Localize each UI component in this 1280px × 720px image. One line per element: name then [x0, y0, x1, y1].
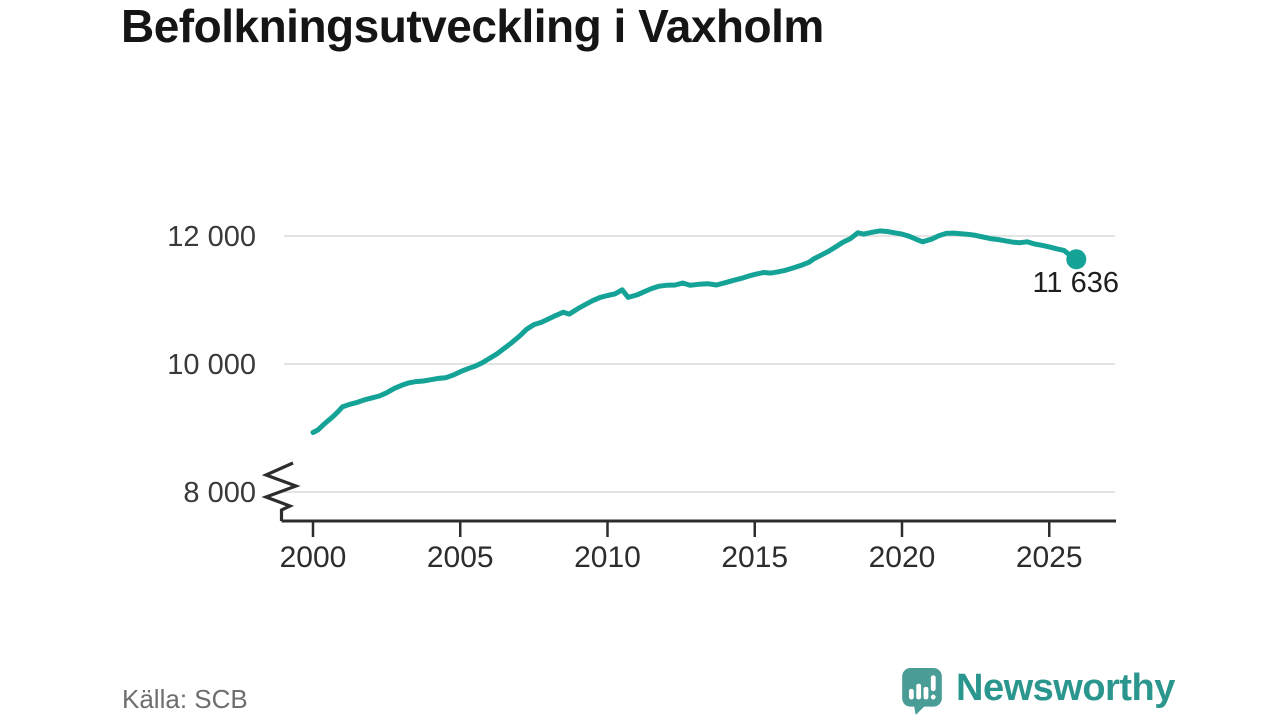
x-tick-label: 2010	[574, 541, 641, 574]
x-tick-label: 2005	[427, 541, 494, 574]
x-tick-label: 2015	[721, 541, 788, 574]
chart-title: Befolkningsutveckling i Vaxholm	[121, 0, 824, 52]
x-tick-label: 2025	[1016, 541, 1083, 574]
y-axis-break-icon	[261, 461, 301, 521]
x-tick-label: 2000	[280, 541, 347, 574]
newsworthy-bar-chart-bubble-icon	[902, 668, 942, 715]
source-label: Källa: SCB	[122, 684, 248, 714]
latest-point-dot	[1066, 249, 1087, 270]
newsworthy-logo: Newsworthy	[901, 667, 1175, 717]
y-tick-label: 10 000	[167, 349, 256, 381]
x-tick-label: 2020	[869, 541, 936, 574]
newsworthy-logo-text: Newsworthy	[956, 667, 1175, 709]
latest-value-label: 11 636	[1032, 267, 1119, 299]
population-line	[310, 228, 1079, 435]
y-tick-label: 12 000	[167, 221, 256, 253]
y-tick-label: 8 000	[183, 477, 256, 509]
